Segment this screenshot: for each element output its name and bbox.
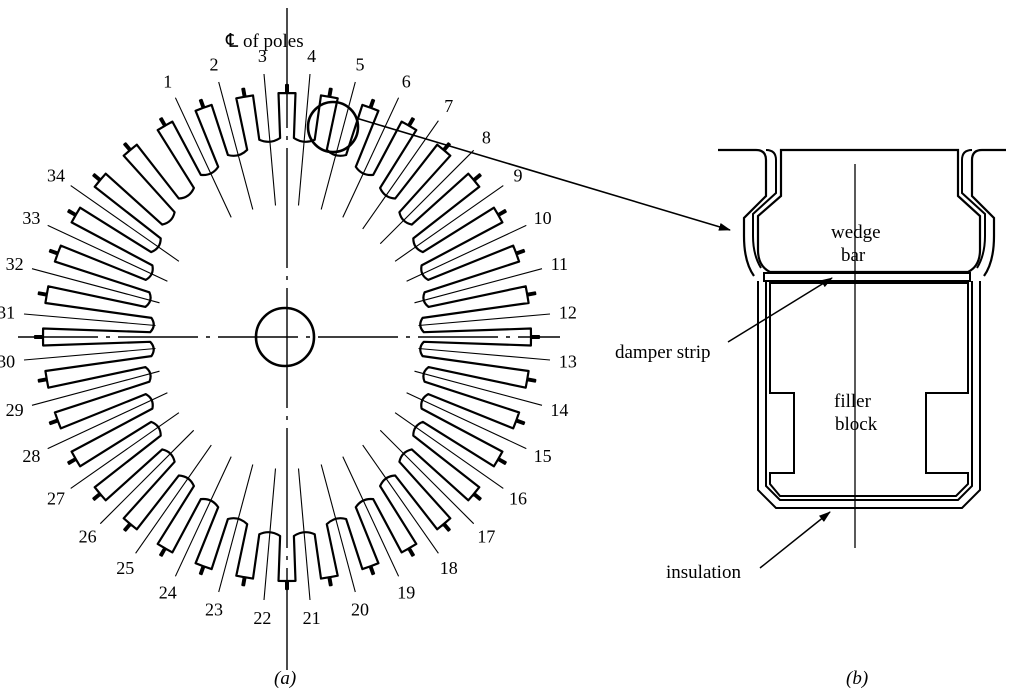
slot-line-25 [135,444,212,554]
damper-strip [763,272,971,282]
slot-number-2: 2 [210,55,219,75]
detail-leader-arrow [355,117,731,231]
slot-line-28 [47,392,168,450]
slot-number-5: 5 [356,55,365,75]
slot-line-1 [174,97,232,218]
slot-number-14: 14 [550,400,568,420]
slot-number-27: 27 [47,489,65,509]
slot-number-16: 16 [509,489,527,509]
filler-label-line1: filler [834,391,872,412]
slot-number-22: 22 [253,608,271,628]
slot-line-2 [218,81,254,210]
slot-number-30: 30 [0,352,15,372]
detail-highlight-circle [306,100,360,154]
slot-line-10 [406,224,527,282]
slot-line-21 [297,468,311,601]
slot-line-34 [70,185,180,262]
slot-line-13 [418,347,551,361]
slot-number-26: 26 [79,526,97,546]
slot-line-24 [174,456,232,577]
slot-line-19 [342,456,400,577]
slot-detail-diagram: wedge bar filler block damper strip insu… [615,148,1006,689]
slot-number-9: 9 [514,165,523,185]
caption-a: (a) [274,668,296,689]
insulation-outer [757,281,981,509]
slot-line-27 [70,412,180,489]
rotor-lamination-diagram: 12 3 4 567891011121314151617181920212223242… [0,8,577,689]
slot-number-1: 1 [163,71,172,91]
slot-number-24: 24 [159,583,177,603]
slot-line-29 [31,370,160,406]
slot-line-15 [406,392,527,450]
slot-line-23 [218,464,254,593]
slot-line-8 [379,149,475,245]
slot-line-16 [394,412,504,489]
slot-number-12: 12 [559,302,577,322]
wedge-bar [756,148,982,274]
filler-block [769,282,969,497]
slot-line-22 [263,468,277,601]
rotor-slotted-outline [33,83,541,591]
slot-line-3 [263,73,277,206]
slot-number-6: 6 [402,71,411,91]
slot-number-19: 19 [397,583,415,603]
centerline-label: ℄ of poles [225,31,304,52]
filler-label-line2: block [835,414,878,435]
slot-number-32: 32 [6,254,24,274]
slot-number-15: 15 [534,446,552,466]
slot-line-11 [414,268,543,304]
caption-b: (b) [846,668,868,689]
slot-number-23: 23 [205,599,223,619]
rotor-surface-line-right [970,148,1006,277]
slot-line-17 [379,429,475,525]
insulation-inner [765,281,973,501]
slot-number-3: 3 [258,46,267,66]
wedge-label-line2: bar [841,245,866,266]
slot-inner-wall [752,149,777,269]
rotor-surface-line [718,148,768,277]
insulation-label: insulation [666,562,741,583]
slot-line-26 [99,429,195,525]
slot-line-14 [414,370,543,406]
slot-number-labels: 12 3 4 567891011121314151617181920212223242… [0,46,577,628]
damper-leader-arrow [727,277,833,343]
slot-line-33 [47,224,168,282]
slot-number-25: 25 [116,558,134,578]
slot-number-13: 13 [559,352,577,372]
insulation-leader-arrow [759,511,831,569]
slot-number-29: 29 [6,400,24,420]
slot-line-18 [362,444,439,554]
slot-line-6 [342,97,400,218]
slot-line-31 [23,313,156,327]
slot-number-11: 11 [551,254,568,274]
shaft-circle [254,306,316,368]
slot-line-9 [394,185,504,262]
slot-number-18: 18 [440,558,458,578]
slot-line-30 [23,347,156,361]
slot-number-10: 10 [534,208,552,228]
slot-line-20 [320,464,356,593]
slot-number-31: 31 [0,302,15,322]
slot-number-7: 7 [444,96,453,116]
slot-line-5 [320,81,356,210]
slot-number-34: 34 [47,165,65,185]
slot-line-32 [31,268,160,304]
slot-line-4 [297,73,311,206]
slot-number-4: 4 [307,46,316,66]
wedge-label-line1: wedge [831,222,881,243]
slot-inner-wall-right [961,149,986,269]
slot-number-17: 17 [477,526,495,546]
slot-number-21: 21 [303,608,321,628]
slot-number-8: 8 [482,128,491,148]
slot-number-20: 20 [351,599,369,619]
slot-number-28: 28 [22,446,40,466]
slot-line-12 [418,313,551,327]
slot-number-33: 33 [22,208,40,228]
damper-strip-label: damper strip [615,342,711,363]
